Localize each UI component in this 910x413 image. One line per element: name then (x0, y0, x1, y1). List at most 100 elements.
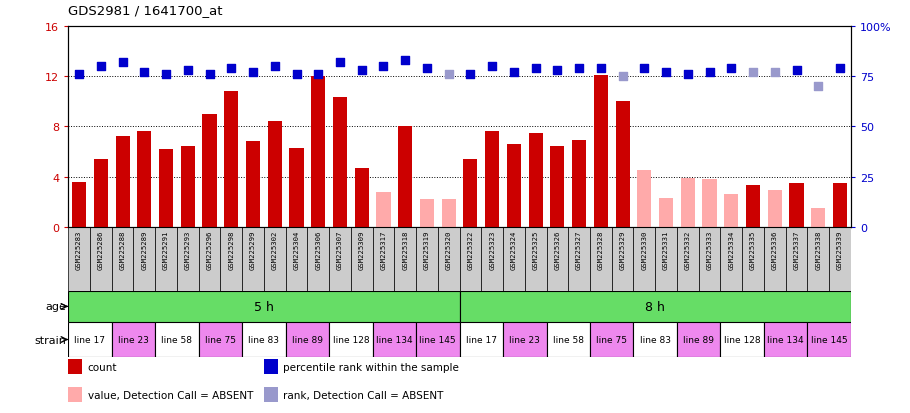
Text: GSM225334: GSM225334 (728, 230, 734, 270)
Bar (286, 322, 329, 357)
Text: rank, Detection Call = ABSENT: rank, Detection Call = ABSENT (284, 389, 444, 400)
Text: GSM225319: GSM225319 (424, 230, 430, 270)
Bar (90, 227, 112, 291)
Bar (659, 198, 673, 227)
Point (659, 70, 673, 76)
Bar (811, 209, 825, 227)
Bar (289, 148, 304, 227)
Bar (677, 322, 721, 357)
Text: GSM225322: GSM225322 (468, 230, 473, 270)
Point (137, 70, 152, 76)
Bar (394, 227, 416, 291)
Bar (156, 227, 177, 291)
Bar (460, 227, 481, 291)
Text: GSM225289: GSM225289 (141, 230, 147, 270)
Text: GSM225335: GSM225335 (750, 230, 756, 270)
Text: GSM225336: GSM225336 (772, 230, 778, 270)
Point (224, 66, 238, 72)
Bar (355, 169, 369, 227)
Bar (308, 227, 329, 291)
Text: age: age (46, 301, 66, 312)
Bar (177, 227, 198, 291)
Text: GSM225318: GSM225318 (402, 230, 409, 270)
Bar (763, 227, 785, 291)
Text: line 83: line 83 (248, 335, 279, 344)
Point (724, 66, 739, 72)
Text: GSM225286: GSM225286 (98, 230, 104, 270)
Bar (724, 195, 738, 227)
Text: GSM225283: GSM225283 (76, 230, 82, 270)
Text: line 134: line 134 (376, 335, 412, 344)
Point (615, 74, 630, 80)
Text: GSM225317: GSM225317 (380, 230, 387, 270)
Text: GSM225327: GSM225327 (576, 230, 582, 270)
Text: count: count (87, 362, 117, 372)
Bar (677, 227, 699, 291)
Bar (333, 98, 347, 227)
Bar (351, 227, 372, 291)
Text: GSM225333: GSM225333 (706, 230, 713, 270)
Text: GSM225304: GSM225304 (294, 230, 299, 270)
Bar (242, 322, 286, 357)
Bar (137, 132, 151, 227)
Bar (681, 178, 695, 227)
Point (507, 70, 521, 76)
Bar (68, 291, 460, 322)
Bar (590, 227, 612, 291)
Point (485, 64, 500, 70)
Bar (655, 227, 677, 291)
Bar (203, 114, 217, 227)
Bar (399, 127, 412, 227)
Bar (224, 92, 238, 227)
Text: line 17: line 17 (466, 335, 497, 344)
Bar (246, 142, 260, 227)
Point (376, 64, 390, 70)
Text: line 83: line 83 (640, 335, 671, 344)
Point (637, 66, 652, 72)
Bar (594, 76, 608, 227)
Text: GSM225331: GSM225331 (663, 230, 669, 270)
Bar (743, 227, 763, 291)
Bar (372, 227, 394, 291)
Point (593, 66, 608, 72)
Text: strain: strain (35, 335, 66, 345)
Text: GSM225298: GSM225298 (228, 230, 234, 270)
Text: line 23: line 23 (510, 335, 541, 344)
Text: GSM225307: GSM225307 (337, 230, 343, 270)
Point (158, 71, 173, 78)
Point (289, 71, 304, 78)
Bar (637, 171, 652, 227)
Bar (286, 227, 308, 291)
Bar (721, 227, 743, 291)
Text: line 128: line 128 (723, 335, 761, 344)
Bar (159, 150, 173, 227)
Text: 5 h: 5 h (254, 300, 274, 313)
Bar (134, 227, 156, 291)
Bar (633, 227, 655, 291)
Bar (699, 227, 721, 291)
Point (550, 68, 564, 74)
Bar (481, 227, 503, 291)
Bar (790, 183, 804, 227)
Text: GSM225337: GSM225337 (794, 230, 800, 270)
Bar (829, 227, 851, 291)
Text: GSM225299: GSM225299 (250, 230, 256, 270)
Bar (547, 322, 590, 357)
Bar (94, 159, 108, 227)
Bar (329, 322, 372, 357)
Text: line 58: line 58 (552, 335, 583, 344)
Bar (785, 227, 807, 291)
Bar (615, 102, 630, 227)
Bar (198, 322, 242, 357)
Text: line 23: line 23 (118, 335, 149, 344)
Text: GSM225288: GSM225288 (119, 230, 126, 270)
Bar (416, 227, 438, 291)
Point (745, 70, 760, 76)
Bar (181, 147, 195, 227)
Point (767, 70, 782, 76)
Point (398, 57, 412, 64)
Text: line 145: line 145 (420, 335, 456, 344)
Text: line 134: line 134 (767, 335, 804, 344)
Bar (420, 199, 434, 227)
Bar (460, 291, 851, 322)
